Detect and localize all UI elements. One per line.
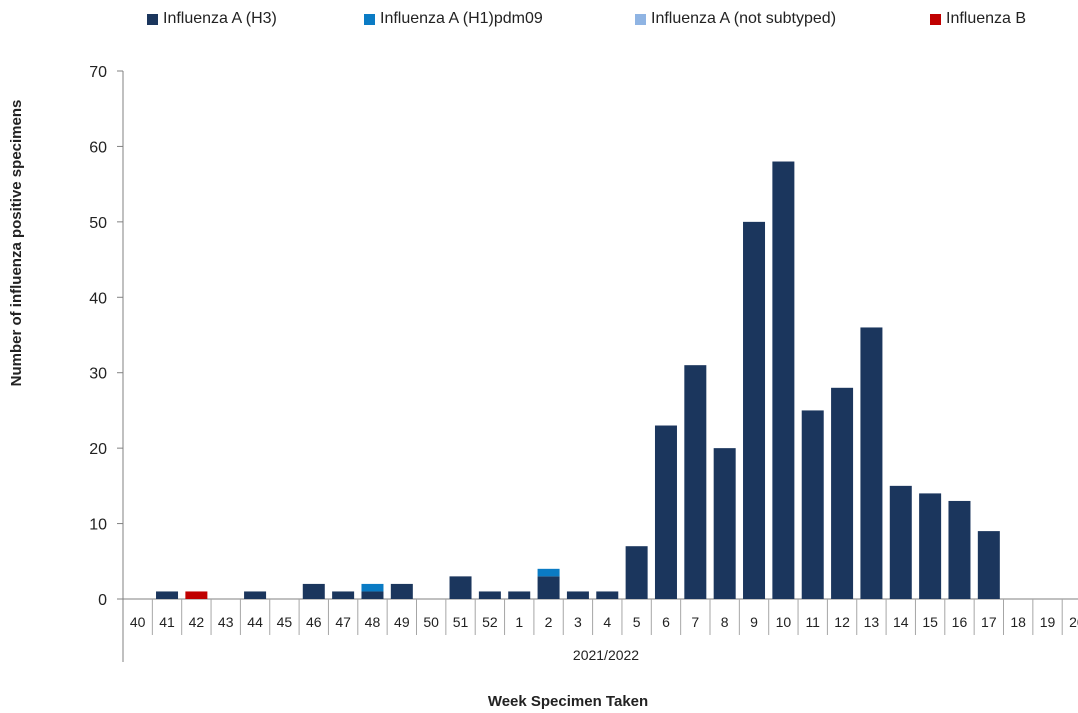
y-tick-label: 10 [89,517,107,534]
x-tick-label: 3 [574,614,582,630]
bar-segment [478,591,501,599]
x-tick-label: 44 [247,614,263,630]
chart-legend: Influenza A (H3) Influenza A (H1)pdm09 I… [0,10,1078,32]
bar-segment [361,591,384,599]
bar-segment [332,591,355,599]
legend-swatch-not-subtyped [635,13,646,25]
legend-swatch-influenza-b [930,13,941,25]
bar-segment [977,531,1000,599]
legend-swatch-h3 [147,13,158,25]
y-tick-label: 40 [89,290,107,307]
bar-segment [743,221,766,599]
bar-segment [860,327,883,599]
y-tick-label: 20 [89,441,107,458]
bar-segment [156,591,179,599]
x-tick-label: 12 [834,614,850,630]
x-tick-label: 52 [482,614,498,630]
bar-segment [654,425,677,599]
x-tick-label: 41 [159,614,175,630]
y-tick-label: 70 [89,64,107,81]
x-tick-label: 6 [662,614,670,630]
x-tick-label: 20 [1069,614,1078,630]
bar-segment [831,387,854,599]
x-tick-label: 48 [365,614,381,630]
x-tick-label: 45 [277,614,293,630]
bar-segment [361,583,384,592]
x-tick-label: 10 [776,614,792,630]
x-axis-title: Week Specimen Taken [487,693,649,710]
x-tick-label: 51 [453,614,469,630]
y-tick-label: 30 [89,366,107,383]
x-tick-label: 9 [750,614,758,630]
bar-segment [889,485,912,599]
x-tick-label: 15 [922,614,938,630]
bar-segment [684,365,707,599]
legend-label-influenza-b: Influenza B [946,10,1027,27]
x-tick-label: 1 [515,614,523,630]
x-tick-label: 13 [864,614,880,630]
x-tick-label: 14 [893,614,909,630]
bar-segment [508,591,531,599]
bar-segment [537,568,560,577]
bar-segment [390,583,413,599]
legend-item-not-subtyped: Influenza A (not subtyped) [635,10,836,28]
x-tick-label: 2 [545,614,553,630]
bar-segment [596,591,619,599]
bar-segment [713,448,736,599]
bar-segment [244,591,267,599]
x-tick-label: 47 [335,614,351,630]
x-tick-label: 4 [603,614,611,630]
legend-label-h1pdm09: Influenza A (H1)pdm09 [380,10,543,27]
legend-item-influenza-b: Influenza B [930,10,1026,28]
legend-label-not-subtyped: Influenza A (not subtyped) [651,10,837,27]
bar-segment [302,583,325,599]
x-tick-label: 42 [189,614,205,630]
x-tick-label: 50 [423,614,439,630]
x-tick-label: 17 [981,614,997,630]
bar-segment [772,161,795,599]
x-tick-label: 5 [633,614,641,630]
x-tick-label: 16 [952,614,968,630]
x-tick-label: 11 [805,614,820,630]
y-tick-label: 50 [89,215,107,232]
bar-segment [801,410,824,599]
bar-segment [185,591,208,599]
bar-segment [625,546,648,599]
x-group-label: 2021/2022 [573,647,639,663]
x-tick-label: 18 [1010,614,1026,630]
x-tick-label: 46 [306,614,322,630]
legend-label-h3: Influenza A (H3) [163,10,277,27]
y-tick-label: 60 [89,139,107,156]
x-tick-label: 7 [691,614,699,630]
bar-segment [566,591,589,599]
bar-segment [537,576,560,599]
legend-swatch-h1pdm09 [364,13,375,25]
x-tick-label: 43 [218,614,234,630]
y-tick-label: 0 [98,592,107,609]
bar-segment [449,576,472,599]
bar-segment [948,500,971,599]
x-tick-label: 8 [721,614,729,630]
x-tick-label: 40 [130,614,146,630]
x-tick-label: 49 [394,614,410,630]
legend-item-h3: Influenza A (H3) [147,10,277,28]
bar-segment [919,493,942,599]
legend-item-h1pdm09: Influenza A (H1)pdm09 [364,10,543,28]
x-tick-label: 19 [1040,614,1056,630]
